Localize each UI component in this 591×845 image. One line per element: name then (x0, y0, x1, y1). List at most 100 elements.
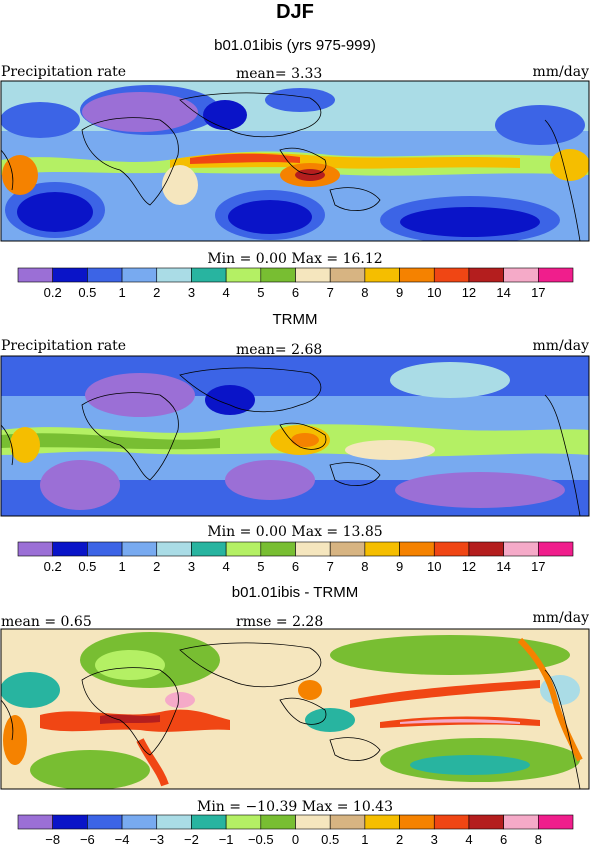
colorbar-swatch (87, 814, 123, 830)
colorbar-tick-label: 3 (431, 832, 438, 845)
colorbar-swatch (156, 541, 192, 557)
colorbar-swatch (364, 541, 400, 557)
panel-obs-unit-label: mm/day (533, 338, 590, 354)
panel-diff-minmax: Min = −10.39 Max = 10.43 (197, 799, 393, 815)
colorbar-tick-label: 14 (496, 285, 510, 300)
colorbar-swatch (503, 267, 539, 283)
colorbar-tick-label: −2 (184, 832, 199, 845)
panel-model-left-label: Precipitation rate (1, 64, 126, 80)
colorbar-swatch (260, 267, 296, 283)
colorbar-tick-label: 4 (223, 559, 230, 574)
colorbar-swatch (17, 814, 53, 830)
colorbar-swatch (433, 267, 470, 283)
colorbar-tick-label: 17 (531, 285, 545, 300)
colorbar-swatch (121, 267, 158, 283)
colorbar-swatch (468, 267, 504, 283)
colorbar-tick-label: 2 (153, 285, 160, 300)
colorbar-swatch (295, 267, 331, 283)
colorbar-tick-label: 6 (500, 832, 507, 845)
colorbar-tick-label: 0.5 (78, 285, 96, 300)
colorbar-tick-label: 17 (531, 559, 545, 574)
colorbar-tick-label: 9 (396, 559, 403, 574)
panel-model-unit-label: mm/day (533, 64, 590, 80)
colorbar-tick-label: 14 (496, 559, 510, 574)
panel-model-mean-label: mean= 3.33 (236, 66, 322, 82)
colorbar-tick-label: 0.2 (44, 559, 62, 574)
colorbar-tick-label: 2 (153, 559, 160, 574)
colorbar-swatch (538, 814, 574, 830)
colorbar-tick-label: 8 (361, 285, 368, 300)
colorbar-tick-label: −4 (115, 832, 130, 845)
panel-diff-rmse-label: rmse = 2.28 (236, 614, 323, 630)
colorbar-swatch (364, 814, 400, 830)
colorbar-swatch (468, 814, 504, 830)
colorbar-tick-label: −1 (219, 832, 234, 845)
colorbar-tick-label: 4 (465, 832, 472, 845)
colorbar-tick-label: −0.5 (248, 832, 274, 845)
colorbar-tick-label: 10 (427, 559, 441, 574)
colorbar-swatch (191, 814, 227, 830)
colorbar-tick-label: 1 (118, 559, 125, 574)
colorbar-swatch (329, 541, 366, 557)
colorbar-swatch (191, 541, 227, 557)
colorbar-swatch (121, 814, 158, 830)
colorbar-tick-label: 6 (292, 559, 299, 574)
panel-obs-title: TRMM (273, 311, 318, 328)
colorbar-tick-label: 0.2 (44, 285, 62, 300)
colorbar-swatch (503, 541, 539, 557)
colorbar-swatch (399, 814, 435, 830)
colorbar-swatch (329, 267, 366, 283)
colorbar-swatch (503, 814, 539, 830)
colorbar-swatch (87, 541, 123, 557)
precip-map-model (0, 80, 590, 242)
colorbar-swatch (538, 541, 574, 557)
panel-diff-mean-label: mean = 0.65 (1, 614, 92, 630)
colorbar-obs: 0.2 0.5 1 2 3 4 5 6 7 8 9 10 12 14 17 (17, 541, 574, 574)
colorbar-tick-label: 9 (396, 285, 403, 300)
colorbar-swatch (364, 267, 400, 283)
colorbar-swatch (433, 541, 470, 557)
colorbar-tick-label: 2 (396, 832, 403, 845)
colorbar-swatch (295, 541, 331, 557)
precip-diff-map (0, 628, 590, 790)
colorbar-swatch (538, 267, 574, 283)
colorbar-swatch (17, 267, 53, 283)
colorbar-swatch (399, 267, 435, 283)
colorbar-swatch (225, 267, 262, 283)
colorbar-tick-label: 0.5 (321, 832, 339, 845)
colorbar-tick-label: 7 (327, 559, 334, 574)
colorbar-tick-label: −3 (149, 832, 164, 845)
colorbar-swatch (87, 267, 123, 283)
colorbar-swatch (52, 541, 88, 557)
colorbar-tick-label: 3 (188, 285, 195, 300)
colorbar-swatch (260, 814, 296, 830)
colorbar-tick-label: 7 (327, 285, 334, 300)
colorbar-swatch (225, 814, 262, 830)
colorbar-swatch (17, 541, 53, 557)
colorbar-swatch (468, 541, 504, 557)
panel-obs: TRMM Precipitation rate mean= 2.68 mm/da… (0, 311, 590, 574)
colorbar-tick-label: −8 (45, 832, 60, 845)
colorbar-tick-label: 12 (462, 559, 476, 574)
colorbar-tick-label: 8 (535, 832, 542, 845)
colorbar-tick-label: 12 (462, 285, 476, 300)
colorbar-swatch (260, 541, 296, 557)
colorbar-tick-label: 1 (361, 832, 368, 845)
colorbar-swatch (225, 541, 262, 557)
colorbar-tick-label: 8 (361, 559, 368, 574)
colorbar-tick-label: 0.5 (78, 559, 96, 574)
panel-obs-mean-label: mean= 2.68 (236, 342, 322, 358)
panel-diff-unit-label: mm/day (533, 610, 590, 626)
colorbar-swatch (52, 267, 88, 283)
colorbar-swatch (329, 814, 366, 830)
colorbar-tick-label: 3 (188, 559, 195, 574)
colorbar-swatch (156, 814, 192, 830)
colorbar-swatch (156, 267, 192, 283)
colorbar-tick-label: −6 (80, 832, 95, 845)
colorbar-model: 0.2 0.5 1 2 3 4 5 6 7 8 9 10 12 14 17 (17, 267, 574, 300)
colorbar-tick-label: 0 (292, 832, 299, 845)
colorbar-swatch (295, 814, 331, 830)
panel-model-minmax: Min = 0.00 Max = 16.12 (207, 251, 382, 267)
colorbar-swatch (121, 541, 158, 557)
